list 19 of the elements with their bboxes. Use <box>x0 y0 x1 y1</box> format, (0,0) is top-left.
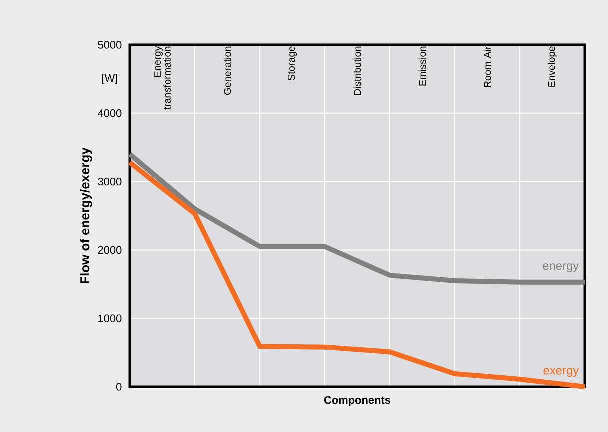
line-series <box>128 160 588 390</box>
y-tick-label: 3000 <box>98 178 122 186</box>
series-label: exergy <box>544 368 580 378</box>
annotation: Energy transformation <box>154 46 171 110</box>
series-label: energy <box>543 264 580 272</box>
annotation: Generation <box>224 46 232 95</box>
annotation: Envelope <box>548 46 558 87</box>
annotation: Emission <box>418 46 426 86</box>
y-axis-title: Flow of energy/exergy <box>80 148 92 284</box>
y-tick-label: 4000 <box>98 110 122 118</box>
annotation: Room Air <box>484 46 492 88</box>
y-tick-label: 2000 <box>98 246 122 254</box>
y-tick-label: 1000 <box>98 314 122 322</box>
annotation: Distribution <box>354 46 362 96</box>
x-axis-title: Components <box>324 396 391 406</box>
y-tick-label: 5000 <box>98 41 122 49</box>
annotation: Storage <box>288 46 298 81</box>
text: [W] <box>102 74 118 84</box>
y-tick-label: 0 <box>116 383 122 391</box>
